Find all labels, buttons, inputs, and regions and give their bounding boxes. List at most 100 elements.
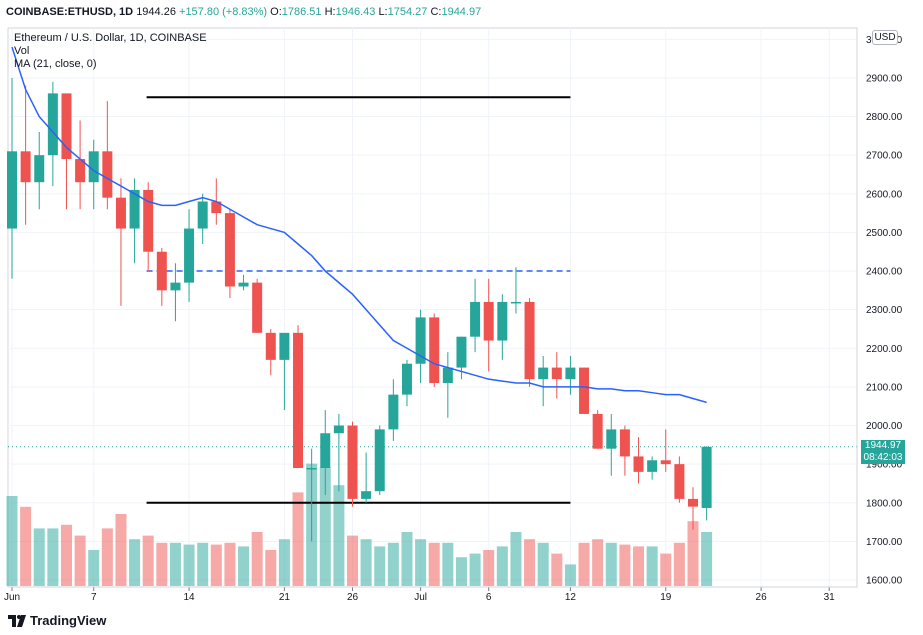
volume-bar xyxy=(74,535,86,586)
candle xyxy=(265,328,276,376)
candle xyxy=(143,182,154,272)
volume-bar xyxy=(251,532,263,586)
candle xyxy=(320,410,331,496)
candle-body xyxy=(34,155,45,183)
candle xyxy=(7,77,17,279)
bar-countdown: 08:42:03 xyxy=(863,452,903,463)
volume-bar xyxy=(278,539,290,586)
plot-area xyxy=(7,27,858,588)
close-value: 1944.97 xyxy=(441,6,482,18)
candle-body xyxy=(497,301,508,341)
y-tick-label: 1900.00 xyxy=(866,460,903,471)
last-price: 1944.26 xyxy=(136,6,176,18)
candle-body xyxy=(75,159,86,183)
candle-body xyxy=(592,413,603,449)
candle-body xyxy=(224,213,235,287)
candle-body xyxy=(238,282,249,287)
volume-bar xyxy=(660,553,672,586)
volume-bar xyxy=(319,467,331,586)
y-tick-label: 2300.00 xyxy=(866,305,903,316)
candle xyxy=(156,247,167,306)
candle-body xyxy=(633,456,644,472)
candle-body xyxy=(606,429,617,449)
candle xyxy=(238,274,249,291)
volume-bar xyxy=(483,550,495,586)
volume-bar xyxy=(33,528,45,586)
candle-body xyxy=(61,93,72,160)
candle-body xyxy=(197,201,208,229)
candle-body xyxy=(538,367,549,380)
x-tick-label: Jul xyxy=(414,592,427,603)
candle xyxy=(619,425,630,476)
volume-bar xyxy=(88,550,100,586)
candle xyxy=(333,413,344,492)
candle-body xyxy=(579,367,590,414)
volume-bar xyxy=(673,542,685,586)
candle xyxy=(197,193,208,245)
volume-bar xyxy=(238,546,250,586)
legend-volume[interactable]: Vol xyxy=(14,45,30,57)
candle-body xyxy=(647,460,658,472)
last-price-tag: 1944.97 08:42:03 xyxy=(861,440,905,464)
volume-bar xyxy=(101,528,113,586)
candle xyxy=(633,437,644,484)
candle xyxy=(61,93,72,210)
candle-body xyxy=(7,151,17,229)
volume-bar xyxy=(156,542,168,586)
candle xyxy=(688,487,698,530)
candle xyxy=(361,452,372,503)
y-tick-label: 1700.00 xyxy=(866,537,903,548)
low-value: 1754.27 xyxy=(387,6,428,18)
volume-bar xyxy=(115,514,127,586)
candle-body xyxy=(429,317,440,384)
candle xyxy=(429,313,440,387)
tradingview-logo[interactable]: TradingView xyxy=(8,613,106,628)
candle xyxy=(115,178,126,306)
candle xyxy=(592,410,603,449)
legend-title[interactable]: Ethereum / U.S. Dollar, 1D, COINBASE xyxy=(14,32,207,44)
volume-bar xyxy=(401,532,413,586)
candle xyxy=(75,120,86,210)
y-tick-label: 2000.00 xyxy=(866,421,903,432)
candle-body xyxy=(388,394,399,430)
candle xyxy=(88,139,99,210)
volume-bar xyxy=(646,546,658,586)
candle-body xyxy=(510,301,521,304)
candle-body xyxy=(660,460,671,465)
candle xyxy=(388,379,399,441)
candle xyxy=(483,278,494,372)
y-tick-label: 1800.00 xyxy=(866,498,903,509)
volume-bar xyxy=(374,546,386,586)
volume-bar xyxy=(6,496,18,586)
open-value: 1786.51 xyxy=(281,6,322,18)
candle xyxy=(347,421,358,507)
x-tick-label: 7 xyxy=(91,592,97,603)
volume-bar xyxy=(428,542,440,586)
y-tick-label: 2800.00 xyxy=(866,112,903,123)
candle xyxy=(551,352,562,399)
volume-bar xyxy=(60,524,72,586)
currency-button[interactable]: USD xyxy=(872,30,898,45)
candle xyxy=(129,178,140,264)
volume-bar xyxy=(455,557,467,586)
volume-bar xyxy=(687,521,699,586)
candle xyxy=(606,413,617,476)
volume-bar xyxy=(183,544,195,586)
candle-body xyxy=(470,301,481,337)
symbol-name[interactable]: COINBASE:ETHUSD, 1D xyxy=(6,6,134,18)
candle-body xyxy=(688,498,698,507)
candle xyxy=(660,429,671,472)
y-tick-label: 1600.00 xyxy=(866,576,903,587)
candle xyxy=(565,356,576,395)
volume-bar xyxy=(347,535,358,586)
volume-bar xyxy=(605,542,617,586)
candle-body xyxy=(701,446,712,508)
brand-name: TradingView xyxy=(30,613,107,628)
volume-bar xyxy=(129,539,141,586)
y-tick-label: 2500.00 xyxy=(866,228,903,239)
legend-ma[interactable]: MA (21, close, 0) xyxy=(14,58,97,70)
candle-body xyxy=(483,301,494,341)
volume-bar xyxy=(142,535,154,586)
volume-bar xyxy=(524,539,536,586)
